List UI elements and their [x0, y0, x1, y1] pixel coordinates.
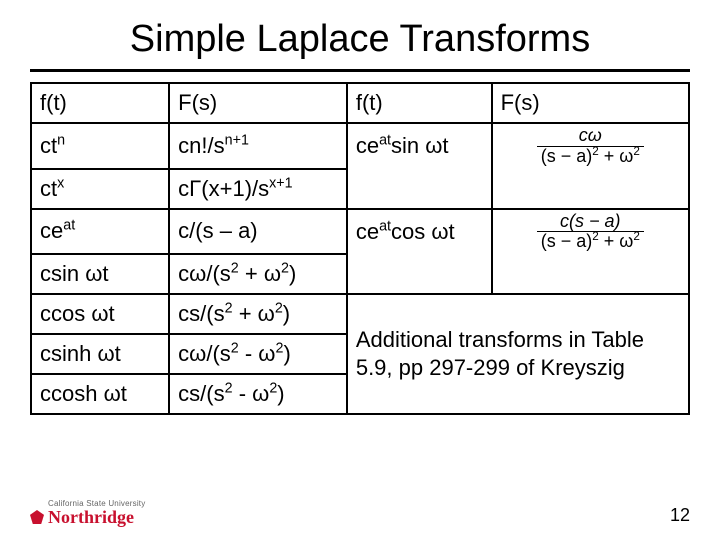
cell-empty: [492, 169, 689, 209]
cell-ft: ceatsin ωt: [347, 123, 492, 169]
laplace-table: f(t) F(s) f(t) F(s) ctn cn!/sn+1 ceatsin…: [30, 82, 690, 415]
table-row: f(t) F(s) f(t) F(s): [31, 83, 689, 123]
table-row: csin ωt cω/(s2 + ω2): [31, 254, 689, 294]
cell-ft: ccosh ωt: [31, 374, 169, 414]
cell-empty: [347, 169, 492, 209]
table-row: ctn cn!/sn+1 ceatsin ωt cω (s − a)2 + ω2: [31, 123, 689, 169]
footer: California State University Northridge 1…: [30, 500, 690, 526]
cell-Fs: cn!/sn+1: [169, 123, 347, 169]
table-row: ctx cΓ(x+1)/sx+1: [31, 169, 689, 209]
cell-empty: [347, 254, 492, 294]
cell-ft: csin ωt: [31, 254, 169, 294]
cell-ft: ceatcos ωt: [347, 209, 492, 255]
page-title: Simple Laplace Transforms: [30, 18, 690, 61]
cell-ft: ccos ωt: [31, 294, 169, 334]
title-rule: [30, 69, 690, 72]
table-row: ceat c/(s – a) ceatcos ωt c(s − a) (s − …: [31, 209, 689, 255]
cell-Fs: cs/(s2 - ω2): [169, 374, 347, 414]
cell-formula: cω (s − a)2 + ω2: [492, 123, 689, 169]
header-ft2: f(t): [347, 83, 492, 123]
logo-icon: [30, 510, 44, 524]
cell-ft: ceat: [31, 209, 169, 255]
cell-ft: csinh ωt: [31, 334, 169, 374]
cell-empty: [492, 254, 689, 294]
header-Fs1: F(s): [169, 83, 347, 123]
table-row: ccos ωt cs/(s2 + ω2) Additional transfor…: [31, 294, 689, 334]
cell-Fs: cs/(s2 + ω2): [169, 294, 347, 334]
cell-ft: ctn: [31, 123, 169, 169]
logo-main-text: Northridge: [48, 508, 145, 526]
cell-Fs: cΓ(x+1)/sx+1: [169, 169, 347, 209]
header-Fs2: F(s): [492, 83, 689, 123]
note-cell: Additional transforms in Table 5.9, pp 2…: [347, 294, 689, 414]
cell-Fs: cω/(s2 - ω2): [169, 334, 347, 374]
cell-Fs: c/(s – a): [169, 209, 347, 255]
cell-Fs: cω/(s2 + ω2): [169, 254, 347, 294]
header-ft1: f(t): [31, 83, 169, 123]
logo: California State University Northridge: [30, 500, 145, 526]
cell-ft: ctx: [31, 169, 169, 209]
cell-formula: c(s − a) (s − a)2 + ω2: [492, 209, 689, 255]
page-number: 12: [670, 505, 690, 526]
